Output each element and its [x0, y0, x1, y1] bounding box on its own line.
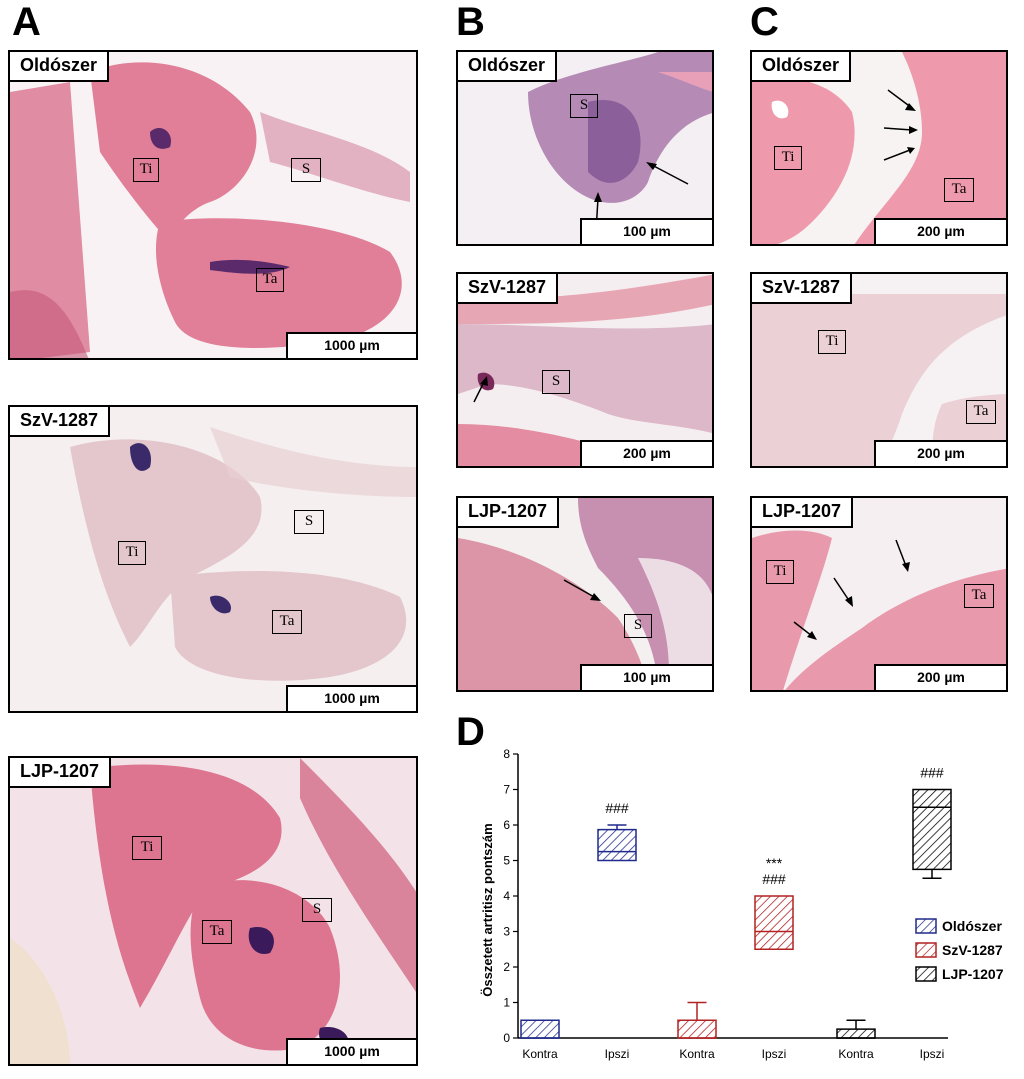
- significance-annotation: ###: [762, 871, 786, 887]
- box: [520, 1019, 560, 1039]
- label-s: S: [624, 614, 652, 638]
- y-tick-label: 5: [503, 854, 510, 868]
- box: [754, 895, 794, 950]
- arrow-markers: [883, 89, 918, 161]
- legend-label: Oldószer: [942, 918, 1002, 934]
- y-tick-label: 6: [503, 818, 510, 832]
- x-tick-label: Kontra: [679, 1047, 715, 1061]
- legend-swatch: [915, 942, 937, 958]
- scale-bar-label: 1000 µm: [286, 1038, 416, 1064]
- histology-image-a-szv1287: SzV-1287 Ti S Ta 1000 µm: [8, 405, 418, 713]
- box: [597, 828, 637, 862]
- legend-label: SzV-1287: [942, 942, 1003, 958]
- tissue-drawing: [10, 52, 416, 358]
- histology-image-a-oldoszer: Oldószer Ti S Ta 1000 µm: [8, 50, 418, 360]
- label-ta: Ta: [272, 610, 302, 634]
- label-ta: Ta: [964, 584, 994, 608]
- y-tick-label: 4: [503, 889, 510, 903]
- legend-swatch: [915, 966, 937, 982]
- y-tick-label: 0: [503, 1031, 510, 1045]
- label-ti: Ti: [818, 330, 846, 354]
- label-ti: Ti: [133, 158, 159, 182]
- image-title: LJP-1207: [752, 498, 854, 528]
- tissue-drawing: [458, 498, 712, 690]
- legend-label: LJP-1207: [942, 966, 1004, 982]
- scale-bar-label: 100 µm: [580, 218, 712, 244]
- label-s: S: [291, 158, 321, 182]
- significance-annotation: ###: [605, 800, 629, 816]
- label-ti: Ti: [118, 541, 146, 565]
- x-tick-label: Ipszi: [605, 1047, 630, 1061]
- legend-swatch: [915, 918, 937, 934]
- label-ta: Ta: [944, 178, 974, 202]
- arrow-markers: [793, 539, 910, 640]
- significance-annotation: ***: [766, 855, 783, 871]
- arrow-markers: [594, 162, 689, 233]
- tissue-drawing: [458, 52, 712, 244]
- y-tick-label: 2: [503, 960, 510, 974]
- image-title: SzV-1287: [458, 274, 559, 304]
- arthritis-score-box-chart: Összetett artritisz pontszám 0 1 2 3 4 5 6 7 8 Ko…: [480, 747, 1004, 1061]
- label-ti: Ti: [774, 146, 802, 170]
- scale-bar-label: 200 µm: [874, 440, 1006, 466]
- label-s: S: [294, 510, 324, 534]
- tissue-drawing: [752, 498, 1006, 690]
- arrow-markers: [473, 376, 488, 403]
- box: [912, 788, 952, 871]
- panel-letter-a: A: [12, 0, 41, 44]
- tissue-drawing: [752, 52, 1006, 244]
- significance-annotation: ###: [920, 765, 944, 781]
- label-ta: Ta: [202, 920, 232, 944]
- label-ta: Ta: [966, 400, 996, 424]
- label-s: S: [542, 370, 570, 394]
- histology-image-c-ljp1207: LJP-1207 Ti Ta 200 µm: [750, 496, 1008, 692]
- panel-letter-d: D: [456, 710, 485, 754]
- image-title: SzV-1287: [752, 274, 853, 304]
- box: [836, 1028, 876, 1039]
- label-ti: Ti: [766, 560, 794, 584]
- panel-letter-b: B: [456, 0, 485, 44]
- tissue-drawing: [10, 407, 416, 711]
- tissue-drawing: [10, 758, 416, 1064]
- label-s: S: [302, 898, 332, 922]
- box: [677, 1019, 717, 1039]
- histology-image-a-ljp1207: LJP-1207 Ti S Ta 1000 µm: [8, 756, 418, 1066]
- y-tick-label: 3: [503, 925, 510, 939]
- y-axis-label: Összetett artritisz pontszám: [480, 823, 495, 996]
- x-tick-label: Ipszi: [762, 1047, 787, 1061]
- arrow-markers: [563, 579, 601, 601]
- scale-bar-label: 200 µm: [580, 440, 712, 466]
- tissue-drawing: [458, 274, 712, 466]
- x-tick-label: Ipszi: [920, 1047, 945, 1061]
- y-tick-label: 8: [503, 747, 510, 761]
- panel-letter-c: C: [750, 0, 779, 44]
- histology-image-b-ljp1207: LJP-1207 S 100 µm: [456, 496, 714, 692]
- histology-image-b-oldoszer: Oldószer S 100 µm: [456, 50, 714, 246]
- image-title: Oldószer: [752, 52, 852, 82]
- histology-image-c-szv1287: SzV-1287 Ti Ta 200 µm: [750, 272, 1008, 468]
- image-title: Oldószer: [458, 52, 558, 82]
- histology-image-b-szv1287: SzV-1287 S 200 µm: [456, 272, 714, 468]
- label-ta: Ta: [256, 268, 284, 292]
- image-title: Oldószer: [10, 52, 110, 82]
- label-s: S: [570, 94, 598, 118]
- scale-bar-label: 200 µm: [874, 218, 1006, 244]
- image-title: LJP-1207: [10, 758, 112, 788]
- scale-bar-label: 1000 µm: [286, 685, 416, 711]
- y-tick-label: 7: [503, 783, 510, 797]
- x-tick-label: Kontra: [838, 1047, 874, 1061]
- image-title: LJP-1207: [458, 498, 560, 528]
- label-ti: Ti: [132, 836, 162, 860]
- y-tick-label: 1: [503, 996, 510, 1010]
- x-tick-label: Kontra: [522, 1047, 558, 1061]
- histology-image-c-oldoszer: Oldószer Ti Ta 200 µm: [750, 50, 1008, 246]
- image-title: SzV-1287: [10, 407, 111, 437]
- scale-bar-label: 200 µm: [874, 664, 1006, 690]
- scale-bar-label: 100 µm: [580, 664, 712, 690]
- scale-bar-label: 1000 µm: [286, 332, 416, 358]
